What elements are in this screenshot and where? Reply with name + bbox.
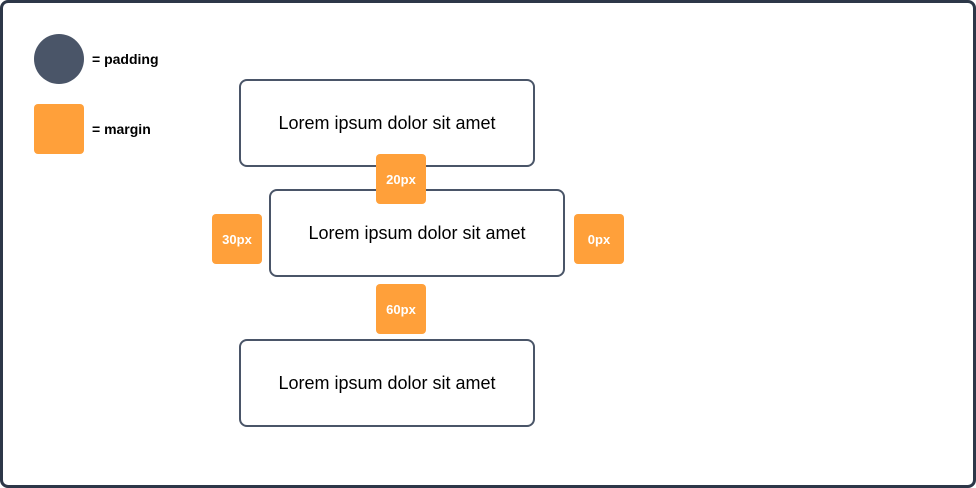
legend-label: = padding	[92, 51, 159, 67]
margin-badge: 30px	[212, 214, 262, 264]
padding-swatch	[34, 34, 84, 84]
margin-badge: 20px	[376, 154, 426, 204]
margin-badge: 0px	[574, 214, 624, 264]
box: Lorem ipsum dolor sit amet	[239, 339, 535, 427]
box: Lorem ipsum dolor sit amet	[239, 79, 535, 167]
margin-swatch	[34, 104, 84, 154]
legend-label: = margin	[92, 121, 151, 137]
margin-badge: 60px	[376, 284, 426, 334]
